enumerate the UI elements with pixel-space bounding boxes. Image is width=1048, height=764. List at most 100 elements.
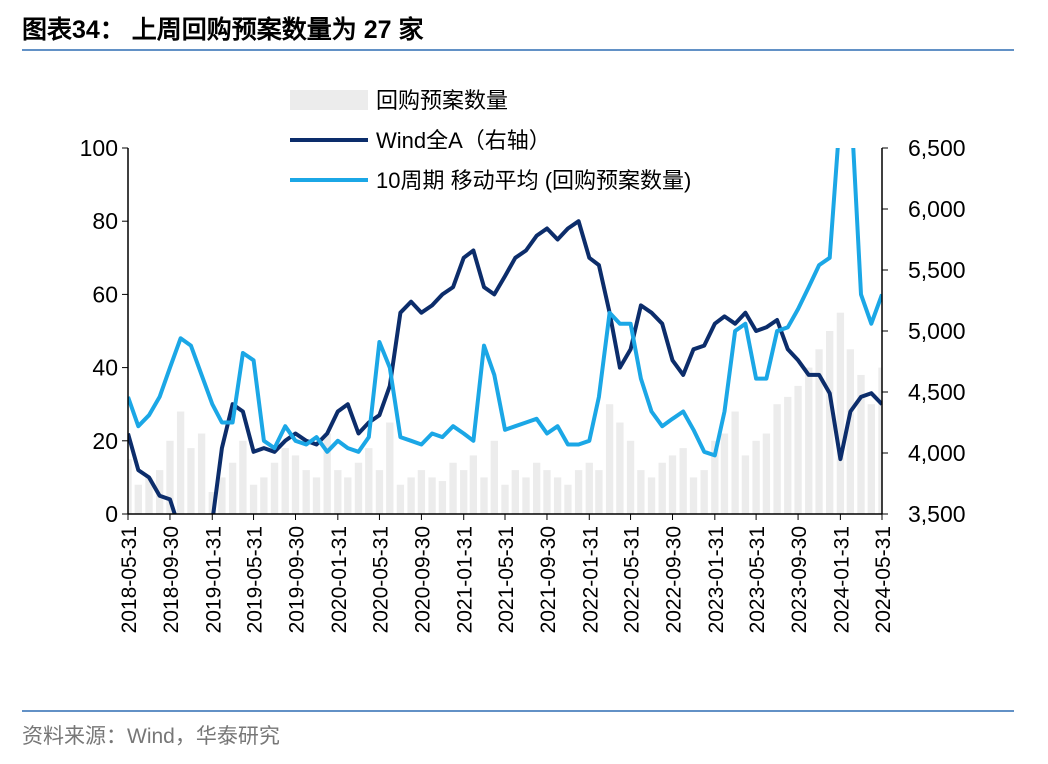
bar (595, 470, 603, 514)
bar (553, 477, 562, 514)
bar (784, 396, 792, 514)
x-tick-label: 2023-01-31 (705, 526, 728, 633)
bar (700, 470, 708, 514)
bar (637, 470, 645, 514)
bar (501, 484, 509, 514)
source: 资料来源：Wind，华泰研究 (22, 725, 280, 748)
x-tick-label: 2021-09-30 (537, 526, 560, 633)
bar (511, 470, 519, 514)
x-tick-label: 2023-09-30 (788, 526, 811, 633)
bar (532, 462, 541, 514)
x-tick-label: 2019-09-30 (286, 526, 309, 633)
bar (647, 477, 656, 514)
bar (668, 455, 677, 514)
x-tick-label: 2024-05-31 (872, 526, 895, 633)
bar (365, 448, 373, 514)
y-tick-label: 0 (105, 501, 118, 527)
bar (134, 484, 142, 514)
bar (166, 440, 174, 514)
bar (386, 422, 394, 514)
y2-tick-label: 4,000 (908, 440, 966, 466)
bar (417, 470, 426, 514)
bar (836, 312, 845, 514)
bar (428, 477, 436, 514)
line (128, 148, 882, 458)
bar (490, 440, 499, 514)
bar (711, 440, 719, 514)
bar (270, 462, 279, 514)
y-tick-label: 80 (92, 208, 118, 234)
bar (867, 404, 876, 514)
legend-label: 回购预案数量 (376, 88, 508, 113)
bar (208, 492, 216, 514)
bar (228, 462, 237, 514)
bar (291, 455, 300, 514)
bar (616, 422, 624, 514)
x-tick-label: 2020-01-31 (328, 526, 351, 633)
bar (773, 404, 781, 514)
bar (480, 477, 488, 514)
bar (658, 462, 666, 514)
x-tick-label: 2022-05-31 (621, 526, 644, 633)
bar (626, 440, 635, 514)
bar (522, 477, 530, 514)
legend-label: Wind全A（右轴） (376, 128, 551, 153)
x-tick-label: 2019-05-31 (244, 526, 267, 633)
bar (218, 477, 226, 514)
y-tick-label: 40 (92, 355, 118, 381)
bar (720, 433, 729, 514)
x-tick-label: 2021-01-31 (454, 526, 477, 633)
y2-tick-label: 5,000 (908, 318, 966, 344)
bar (585, 462, 593, 514)
x-tick-label: 2022-09-30 (663, 526, 686, 633)
x-tick-label: 2020-05-31 (369, 526, 392, 633)
legend-label: 10周期 移动平均 (回购预案数量) (376, 168, 691, 193)
bar (145, 477, 153, 514)
chart-title: 图表34： 上周回购预案数量为 27 家 (22, 15, 423, 44)
bar (805, 367, 813, 514)
bar (281, 448, 289, 514)
bar (689, 477, 698, 514)
bar (375, 470, 384, 514)
bar (312, 477, 321, 514)
bar (460, 470, 468, 514)
y2-tick-label: 5,500 (908, 257, 966, 283)
bar (846, 349, 855, 514)
x-tick-label: 2020-09-30 (411, 526, 434, 633)
bar (187, 448, 195, 514)
bar (815, 349, 823, 514)
bar (407, 477, 415, 514)
bar (752, 440, 760, 514)
bar (878, 367, 882, 514)
legend-swatch (290, 90, 368, 110)
x-tick-label: 2021-05-31 (495, 526, 518, 633)
x-tick-label: 2018-09-30 (160, 526, 183, 633)
bar (857, 374, 865, 514)
bar (249, 484, 258, 514)
x-tick-label: 2018-05-31 (118, 526, 141, 633)
y-tick-label: 20 (92, 428, 118, 454)
bar (564, 484, 572, 514)
x-tick-label: 2022-01-31 (579, 526, 602, 633)
bar (438, 481, 447, 514)
bar (469, 455, 478, 514)
plot-area (128, 148, 882, 514)
bar (239, 440, 247, 514)
bar (354, 462, 363, 514)
y-tick-label: 100 (80, 135, 118, 161)
bar (302, 470, 310, 514)
bar (334, 470, 342, 514)
bar (679, 448, 687, 514)
bar (605, 404, 614, 514)
y2-tick-label: 3,500 (908, 501, 966, 527)
bar (197, 433, 206, 514)
bar (543, 470, 551, 514)
bar (449, 462, 457, 514)
bar (260, 477, 268, 514)
y-tick-label: 60 (92, 281, 118, 307)
bar (344, 477, 352, 514)
bar (128, 459, 132, 514)
y2-tick-label: 6,500 (908, 135, 966, 161)
bar (176, 411, 185, 514)
